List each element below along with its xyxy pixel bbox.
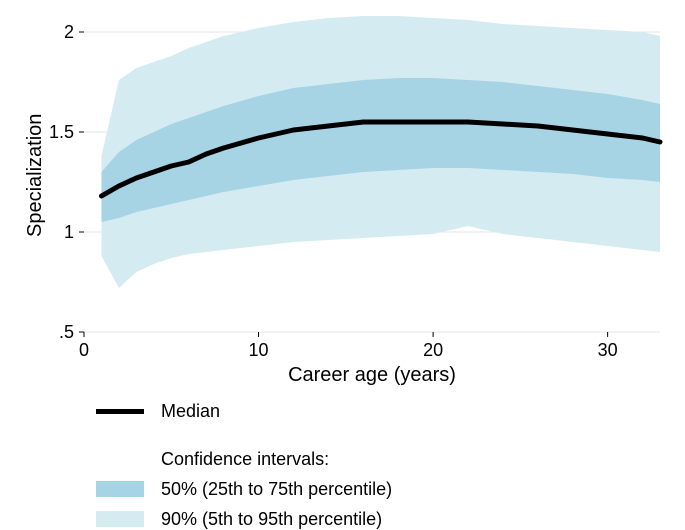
chart-container: { "chart": { "type": "line-with-bands", …: [0, 0, 685, 529]
legend-median-label: Median: [161, 401, 220, 422]
legend-median: Median: [96, 400, 220, 422]
y-tick-label: 2: [0, 22, 74, 43]
legend-ci50: 50% (25th to 75th percentile): [96, 478, 392, 500]
legend-ci50-swatch-icon: [96, 481, 144, 497]
legend-ci90-swatch-icon: [96, 511, 144, 527]
y-axis-label: Specialization: [24, 114, 47, 237]
legend-spacer: [96, 451, 144, 467]
legend-ci90-label: 90% (5th to 95th percentile): [161, 509, 382, 530]
legend-ci90: 90% (5th to 95th percentile): [96, 508, 382, 530]
x-tick-label: 30: [583, 340, 633, 361]
x-tick-label: 10: [234, 340, 284, 361]
legend-median-line-icon: [96, 409, 144, 414]
legend-ci50-label: 50% (25th to 75th percentile): [161, 479, 392, 500]
x-tick-label: 20: [408, 340, 458, 361]
legend-ci-header-label: Confidence intervals:: [161, 449, 329, 470]
line-chart: [0, 0, 685, 340]
x-tick-label: 0: [59, 340, 109, 361]
legend-ci-header: Confidence intervals:: [96, 448, 329, 470]
x-axis-label: Career age (years): [84, 364, 660, 387]
